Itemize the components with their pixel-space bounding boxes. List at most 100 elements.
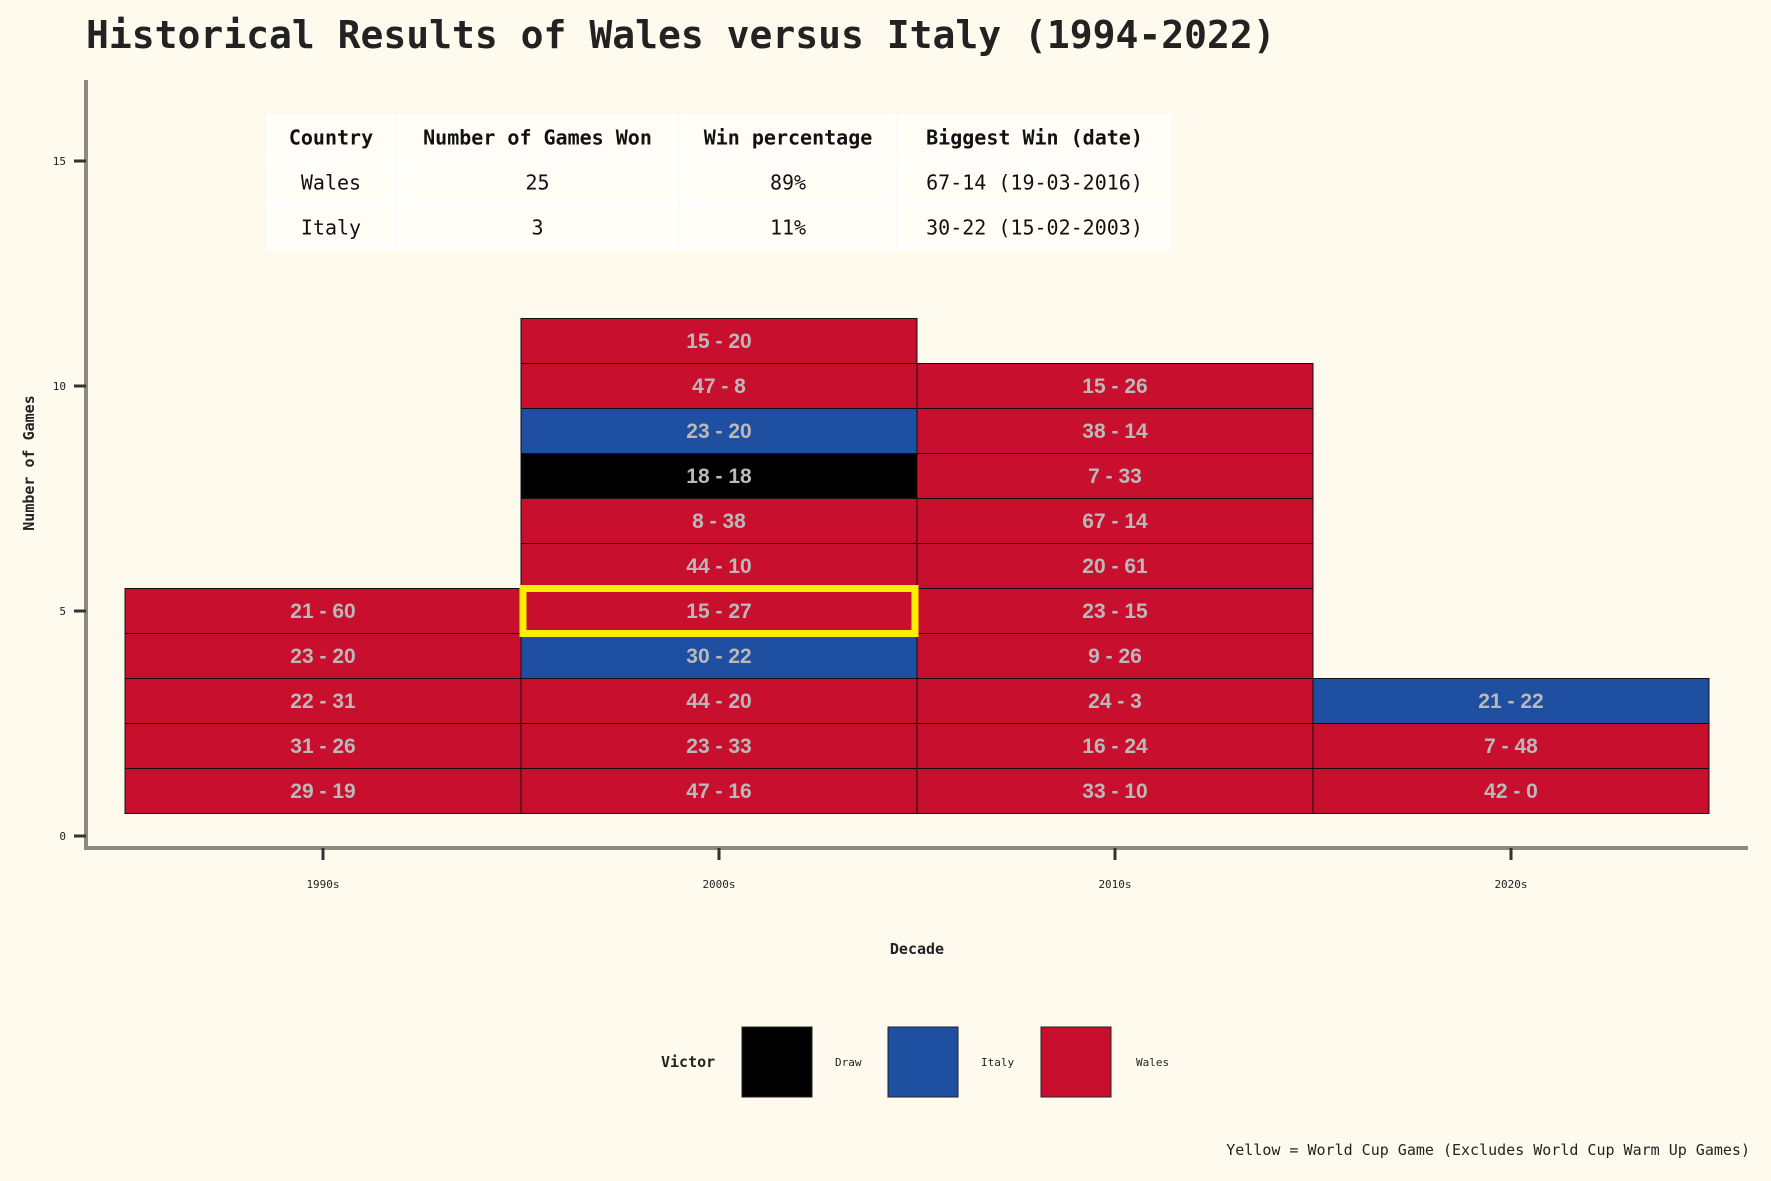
- legend: Victor Draw Italy Wales: [661, 1026, 1169, 1098]
- table-cell: 30-22 (15-02-2003): [926, 216, 1143, 240]
- legend-key-draw: [741, 1026, 813, 1098]
- tile-wales: [916, 588, 1314, 634]
- table-cell-bg: [266, 114, 396, 161]
- x-axis-label: Decade: [890, 940, 944, 958]
- tile-score-label: 47 - 8: [692, 375, 746, 398]
- table-cell: 89%: [770, 171, 806, 195]
- tile-score-label: 22 - 31: [290, 690, 356, 713]
- caption: Yellow = World Cup Game (Excludes World …: [1226, 1141, 1750, 1159]
- tile-score-label: 8 - 38: [692, 510, 746, 533]
- table-cell-bg: [898, 159, 1171, 206]
- y-tick-label: 15: [53, 155, 66, 168]
- x-tick-label: 2010s: [1098, 878, 1131, 891]
- tile-wales: [520, 678, 918, 724]
- tiles: 29 - 19 31 - 26 22 - 31 23 - 20 21 - 60 47 - …: [124, 318, 1710, 814]
- table-cell-bg: [397, 114, 678, 161]
- tile-wales: [916, 723, 1314, 769]
- tile-score-label: 21 - 22: [1478, 690, 1543, 713]
- tile-wales: [124, 588, 522, 634]
- tile-score-label: 44 - 20: [686, 690, 751, 713]
- tile-score-label: 9 - 26: [1088, 645, 1142, 668]
- tile-score-label: 15 - 27: [686, 600, 751, 623]
- table-cell: 11%: [770, 216, 806, 240]
- tile-wales: [916, 363, 1314, 409]
- tile-wales: [124, 678, 522, 724]
- tile-wales: [520, 588, 918, 634]
- table-header-cell: Country: [289, 126, 373, 150]
- table-cell: 3: [531, 216, 543, 240]
- table-cell-bg: [898, 204, 1171, 251]
- y-tick-label: 5: [59, 605, 66, 618]
- tile-score-label: 7 - 33: [1088, 465, 1142, 488]
- world-cup-highlight: [519, 585, 919, 637]
- table-cell: 67-14 (19-03-2016): [926, 171, 1143, 195]
- tile-draw: [520, 453, 918, 499]
- tile-score-label: 42 - 0: [1484, 780, 1538, 803]
- legend-title: Victor: [661, 1053, 715, 1071]
- tile-score-label: 44 - 10: [686, 555, 751, 578]
- table-cell: Italy: [301, 216, 361, 240]
- tile-wales: [1312, 768, 1710, 814]
- legend-label-italy: Italy: [981, 1056, 1014, 1069]
- table-cell-bg: [266, 159, 396, 206]
- tile-score-label: 18 - 18: [686, 465, 752, 488]
- table-header-cell: Win percentage: [704, 126, 873, 150]
- table-cell-bg: [266, 204, 396, 251]
- legend-key-wales: [1040, 1026, 1112, 1098]
- tile-score-label: 23 - 33: [686, 735, 751, 758]
- tile-wales: [520, 498, 918, 544]
- y-tick-label: 0: [59, 830, 66, 843]
- table-cell-bg: [397, 204, 678, 251]
- tile-score-label: 16 - 24: [1082, 735, 1148, 758]
- tile-italy: [520, 408, 918, 454]
- tile-wales: [520, 363, 918, 409]
- tile-wales: [520, 318, 918, 364]
- tile-score-label: 23 - 20: [686, 420, 751, 443]
- y-axis-label: Number of Games: [20, 395, 38, 530]
- tile-score-label: 29 - 19: [290, 780, 355, 803]
- table-cell-bg: [679, 159, 897, 206]
- summary-table: Country Number of Games Won Win percentage…: [266, 114, 1171, 251]
- tile-italy: [1312, 678, 1710, 724]
- table-header-cell: Number of Games Won: [423, 126, 652, 150]
- legend-label-wales: Wales: [1136, 1056, 1169, 1069]
- tile-score-label: 33 - 10: [1082, 780, 1147, 803]
- tile-score-label: 47 - 16: [686, 780, 751, 803]
- tile-score-label: 20 - 61: [1082, 555, 1148, 578]
- tile-score-label: 31 - 26: [290, 735, 355, 758]
- tile-score-label: 15 - 20: [686, 330, 751, 353]
- tile-score-label: 23 - 15: [1082, 600, 1148, 623]
- y-tick-label: 10: [53, 380, 66, 393]
- tile-wales: [1312, 723, 1710, 769]
- tile-wales: [916, 543, 1314, 589]
- x-tick-label: 1990s: [306, 878, 339, 891]
- table-cell: Wales: [301, 171, 361, 195]
- tile-italy: [520, 633, 918, 679]
- table-cell-bg: [679, 114, 897, 161]
- chart-title: Historical Results of Wales versus Italy…: [86, 13, 1276, 57]
- axes: 0 5 10 15 1990s 2000s 2010s 2020s: [53, 80, 1748, 891]
- tile-score-label: 38 - 14: [1082, 420, 1148, 443]
- tile-score-label: 67 - 14: [1082, 510, 1148, 533]
- table-cell-bg: [397, 159, 678, 206]
- tile-score-label: 7 - 48: [1484, 735, 1538, 758]
- tile-wales: [916, 678, 1314, 724]
- tile-score-label: 30 - 22: [686, 645, 751, 668]
- legend-key-italy: [887, 1026, 959, 1098]
- table-header-cell: Biggest Win (date): [926, 126, 1143, 150]
- tile-score-label: 24 - 3: [1088, 690, 1142, 713]
- legend-label-draw: Draw: [835, 1056, 862, 1069]
- tile-wales: [916, 498, 1314, 544]
- tile-wales: [916, 408, 1314, 454]
- tile-wales: [916, 633, 1314, 679]
- table-cell: 25: [525, 171, 549, 195]
- tile-score-label: 21 - 60: [290, 600, 355, 623]
- x-tick-label: 2000s: [702, 878, 735, 891]
- tile-wales: [916, 453, 1314, 499]
- x-tick-label: 2020s: [1494, 878, 1527, 891]
- tile-score-label: 15 - 26: [1082, 375, 1147, 398]
- table-cell-bg: [679, 204, 897, 251]
- tile-score-label: 23 - 20: [290, 645, 355, 668]
- table-cell-bg: [898, 114, 1171, 161]
